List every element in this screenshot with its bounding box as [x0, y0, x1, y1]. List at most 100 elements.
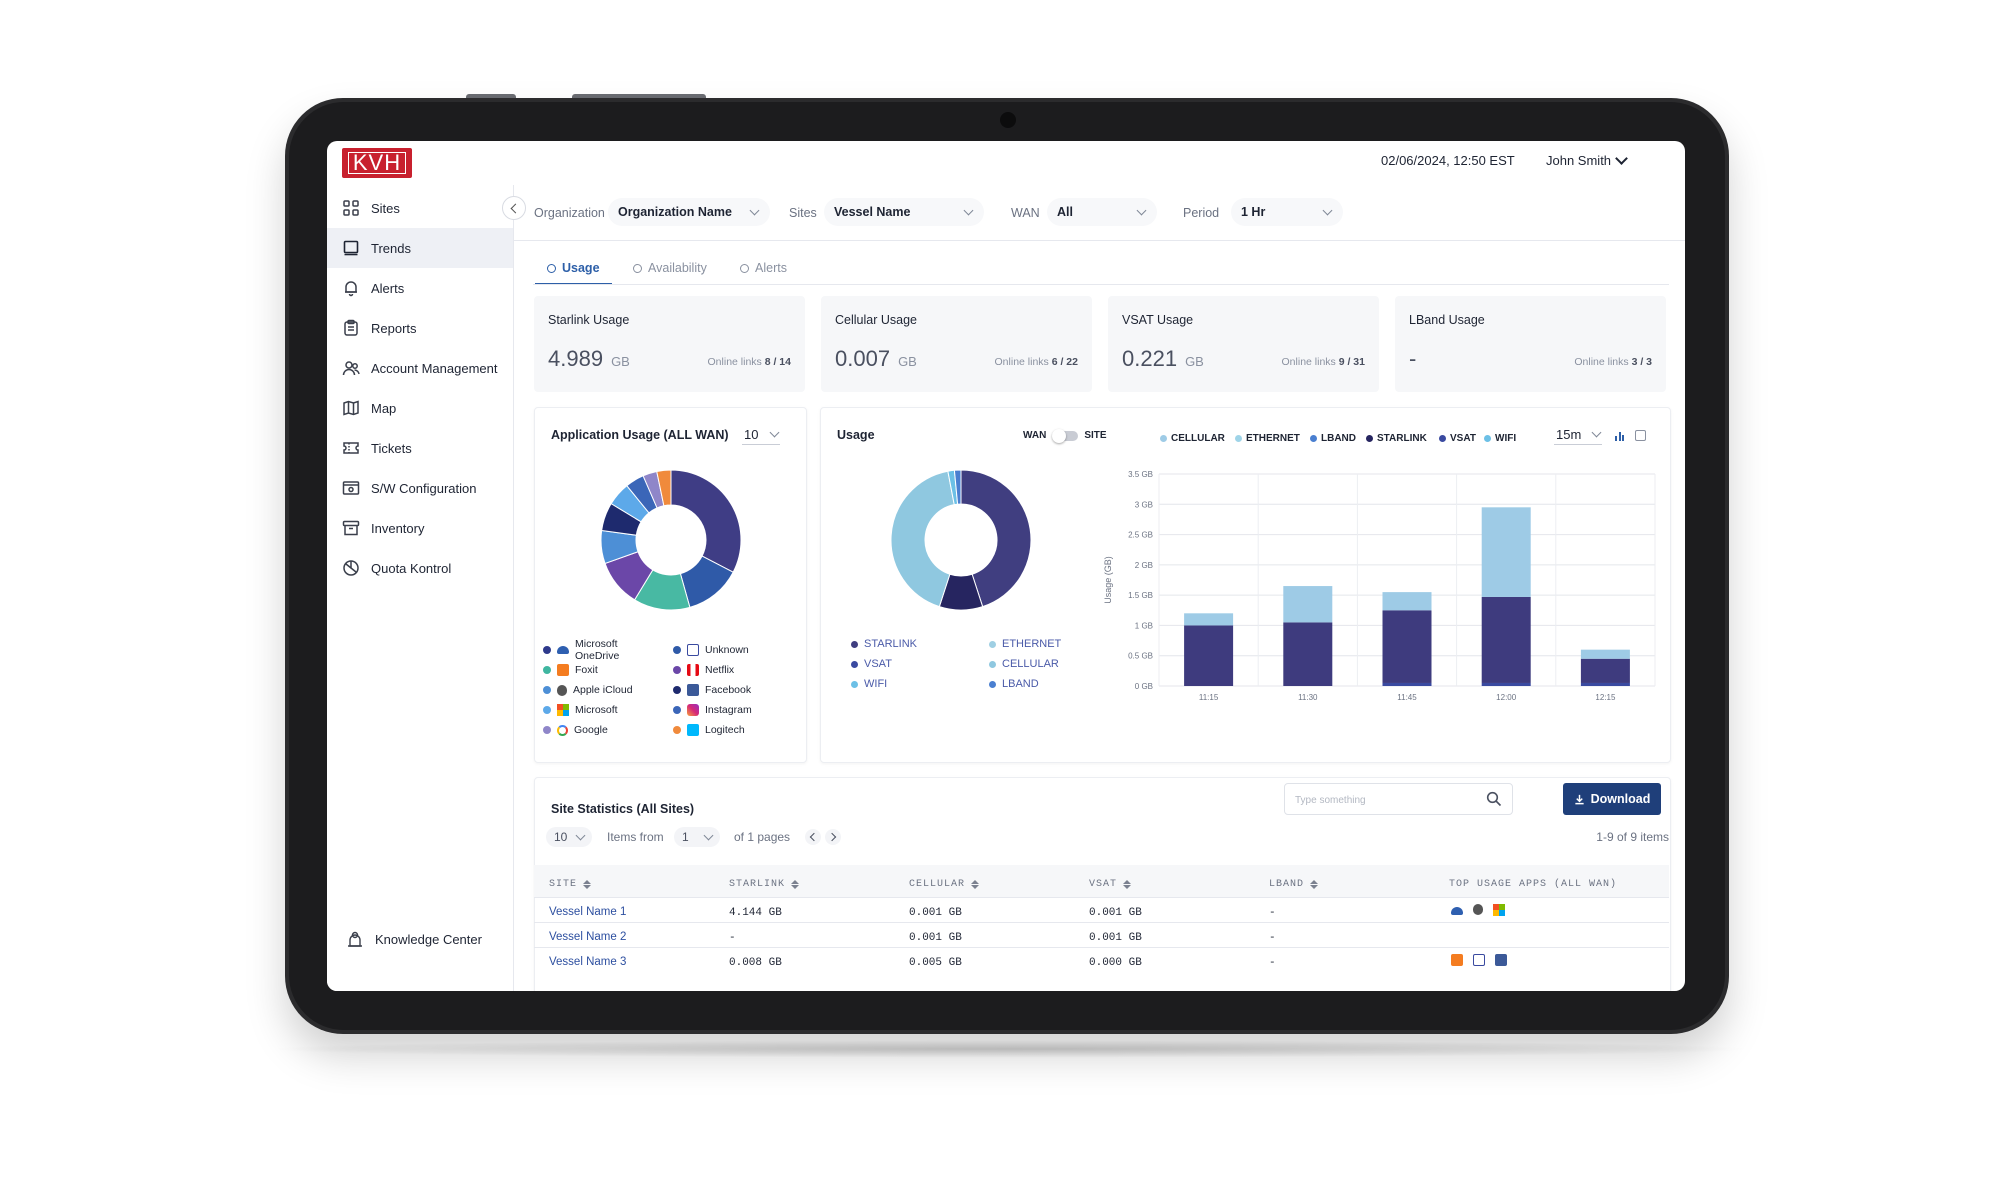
legend-label: Logitech [705, 724, 745, 736]
table-view-icon[interactable] [1635, 430, 1646, 441]
sidebar-item-sites[interactable]: Sites [327, 188, 513, 228]
bar-chart-view-icon[interactable] [1615, 431, 1624, 441]
site-link[interactable]: Vessel Name 2 [549, 931, 627, 943]
sidebar-item-inventory[interactable]: Inventory [327, 508, 513, 548]
wan-select[interactable]: All [1047, 198, 1157, 226]
legend-dot [673, 686, 681, 694]
next-page-button[interactable] [825, 829, 841, 845]
bar-cellular-1145[interactable] [1382, 592, 1432, 611]
donut-legend-vsat: VSAT [851, 658, 892, 670]
sites-select[interactable]: Vessel Name [824, 198, 984, 226]
column-header-top-apps: TOP USAGE APPS (ALL WAN) [1449, 879, 1617, 890]
sidebar-item-alerts[interactable]: Alerts [327, 268, 513, 308]
column-header-vsat[interactable]: VSAT [1089, 879, 1132, 890]
bar-starlink-1215[interactable] [1580, 658, 1630, 683]
bar-cellular-1115[interactable] [1184, 613, 1234, 626]
sidebar-item-knowledge-center[interactable]: Knowledge Center [345, 929, 482, 949]
wan-legend-wifi[interactable]: WIFI [1484, 433, 1516, 444]
sidebar-item-sw-configuration[interactable]: S/W Configuration [327, 468, 513, 508]
sidebar-item-label: Reports [371, 320, 417, 336]
chevron-down-icon [1615, 152, 1628, 165]
donut-slice-cellular[interactable] [891, 470, 955, 608]
column-header-site[interactable]: SITE [549, 879, 592, 890]
legend-item-facebook: Facebook [673, 684, 751, 696]
logitech-icon [687, 724, 699, 736]
page-size-select[interactable]: 10 [546, 827, 592, 847]
column-header-starlink[interactable]: STARLINK [729, 879, 800, 890]
lband-cell: - [1269, 932, 1276, 944]
filter-bar: Organization Organization Name Sites Ves… [514, 185, 1685, 241]
wan-legend-cellular[interactable]: CELLULAR [1160, 433, 1225, 444]
legend-dot [543, 706, 551, 714]
sidebar-item-label: Quota Kontrol [371, 560, 452, 576]
legend-label: Unknown [705, 644, 749, 656]
user-menu[interactable]: John Smith [1546, 152, 1628, 168]
sidebar-item-tickets[interactable]: Tickets [327, 428, 513, 468]
column-header-cellular[interactable]: CELLULAR [909, 879, 980, 890]
interval-select[interactable]: 15m [1554, 425, 1602, 445]
collapse-sidebar-button[interactable] [502, 196, 526, 220]
wan-label: WAN [1011, 206, 1040, 220]
sidebar-item-account-management[interactable]: Account Management [327, 348, 513, 388]
usage-panel: Usage WAN SITE CELLULAR ETHERNET LBAND S… [820, 407, 1671, 763]
site-search-input[interactable] [1293, 790, 1477, 810]
online-links-value: 9 / 31 [1338, 356, 1365, 368]
period-select[interactable]: 1 Hr [1231, 198, 1343, 226]
wan-legend-starlink[interactable]: STARLINK [1366, 433, 1427, 444]
column-label: CELLULAR [909, 879, 966, 890]
sidebar-item-trends[interactable]: Trends [327, 228, 513, 268]
card-value: 4.989 GB [548, 346, 630, 372]
legend-dot [851, 640, 858, 648]
site-link[interactable]: Vessel Name 3 [549, 956, 627, 968]
donut-slice-lband[interactable] [953, 470, 962, 505]
site-link[interactable]: Vessel Name 1 [549, 906, 627, 918]
column-header-lband[interactable]: LBAND [1269, 879, 1319, 890]
donut-slice-logitech[interactable] [656, 470, 672, 507]
top-apps-cell [1451, 904, 1505, 916]
bar-cellular-1130[interactable] [1283, 586, 1333, 623]
chevron-left-icon [809, 832, 819, 842]
sidebar-item-label: Account Management [371, 360, 498, 376]
sidebar-item-map[interactable]: Map [327, 388, 513, 428]
legend-label: STARLINK [864, 638, 917, 650]
organization-select[interactable]: Organization Name [608, 198, 770, 226]
kvh-logo[interactable]: KVH [342, 148, 412, 178]
bar-vsat-1145[interactable] [1382, 682, 1432, 686]
legend-item-logitech: Logitech [673, 724, 745, 736]
sidebar: Sites Trends Alerts Reports Account Mana… [327, 185, 514, 991]
sidebar-item-quota-kontrol[interactable]: Quota Kontrol [327, 548, 513, 588]
legend-dot [673, 726, 681, 734]
donut-slice-microsoft-onedrive[interactable] [670, 470, 741, 573]
tab-availability[interactable]: Availability [633, 253, 707, 283]
prev-page-button[interactable] [805, 829, 821, 845]
download-button[interactable]: Download [1563, 783, 1661, 815]
sidebar-item-reports[interactable]: Reports [327, 308, 513, 348]
knowledge-center-label: Knowledge Center [375, 931, 482, 947]
tab-usage[interactable]: Usage [535, 253, 612, 285]
bar-starlink-1145[interactable] [1382, 610, 1432, 683]
table-header-row [534, 865, 1669, 897]
sidebar-item-label: S/W Configuration [371, 480, 477, 496]
bar-cellular-1200[interactable] [1481, 507, 1531, 597]
sidebar-item-label: Alerts [371, 280, 405, 296]
bar-starlink-1200[interactable] [1481, 596, 1531, 683]
wan-legend-vsat[interactable]: VSAT [1439, 433, 1476, 444]
tab-alerts[interactable]: Alerts [740, 253, 787, 283]
legend-label: ETHERNET [1246, 433, 1300, 444]
bar-starlink-1115[interactable] [1184, 625, 1234, 686]
bar-starlink-1130[interactable] [1283, 622, 1333, 686]
page-select[interactable]: 1 [674, 827, 720, 847]
donut-slice-starlink[interactable] [960, 470, 1031, 608]
wan-legend-ethernet[interactable]: ETHERNET [1235, 433, 1300, 444]
search-icon[interactable] [1486, 791, 1502, 807]
card-unit: GB [898, 354, 917, 369]
app-count-select[interactable]: 10 [742, 425, 780, 445]
bar-cellular-1215[interactable] [1580, 649, 1630, 659]
card-value: - [1409, 346, 1424, 372]
bar-vsat-1200[interactable] [1481, 682, 1531, 686]
card-online-links: Online links 3 / 3 [1574, 356, 1652, 368]
bar-vsat-1215[interactable] [1580, 682, 1630, 686]
wan-site-toggle[interactable]: WAN SITE [1023, 428, 1107, 443]
wan-legend-lband[interactable]: LBAND [1310, 433, 1356, 444]
legend-label: Microsoft [575, 704, 618, 716]
